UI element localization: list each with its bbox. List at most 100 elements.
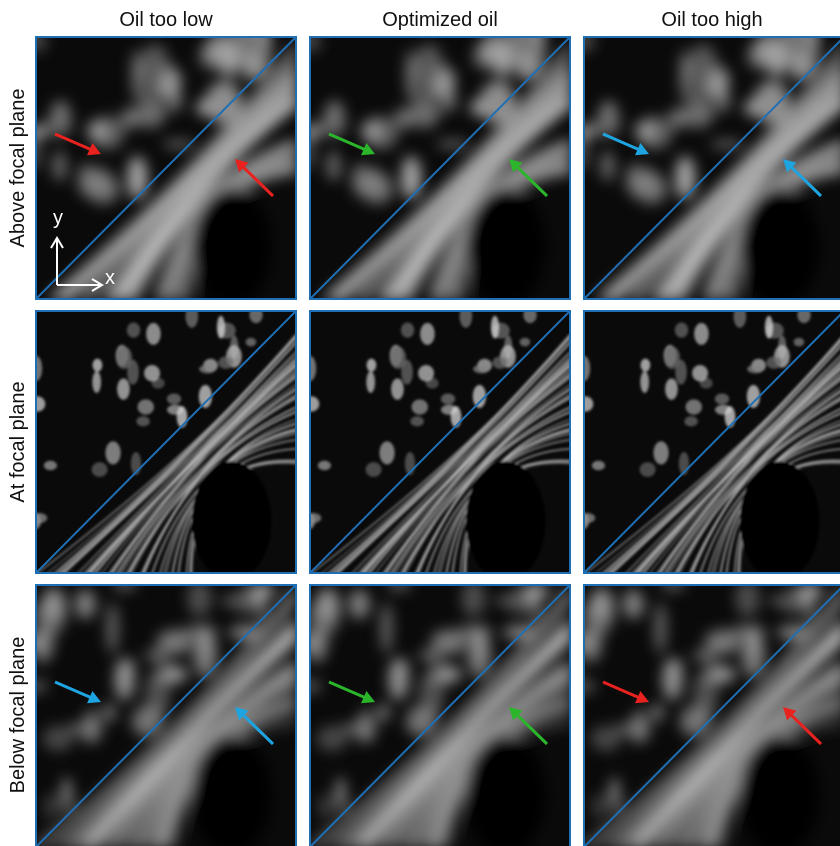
structure <box>318 461 331 471</box>
structure <box>303 396 319 411</box>
structure <box>653 441 668 464</box>
structure <box>46 794 56 820</box>
structure <box>684 416 697 426</box>
structure <box>410 416 423 426</box>
structure <box>246 338 257 347</box>
structure <box>596 106 620 138</box>
micrograph-panel <box>20 579 297 846</box>
structure <box>492 356 507 368</box>
structure <box>516 51 536 82</box>
structure <box>140 44 170 90</box>
structure <box>92 462 108 477</box>
structure <box>27 125 50 137</box>
structure <box>29 396 45 411</box>
structure <box>412 399 428 414</box>
structure <box>635 120 656 141</box>
structure <box>790 51 810 82</box>
axis-label: x <box>105 267 115 289</box>
structure <box>575 125 598 137</box>
structure <box>92 371 101 393</box>
structure <box>242 51 262 82</box>
structure <box>137 101 167 125</box>
structure <box>686 399 702 414</box>
structure <box>747 365 763 374</box>
structure <box>107 603 118 654</box>
structure <box>675 156 695 200</box>
structure <box>138 399 154 414</box>
structure <box>379 441 394 464</box>
structure <box>391 378 404 399</box>
structure <box>401 323 414 338</box>
structure <box>623 590 644 619</box>
structure <box>579 513 595 523</box>
structure <box>783 588 802 615</box>
structure <box>651 704 663 722</box>
structure <box>31 623 54 663</box>
structure <box>366 359 376 372</box>
structure <box>433 655 442 683</box>
dark-region <box>466 461 546 581</box>
structure <box>146 323 161 345</box>
structure <box>48 106 72 138</box>
micrograph-panel <box>571 17 840 307</box>
structure <box>680 706 711 737</box>
structure <box>177 406 188 427</box>
structure <box>81 168 113 195</box>
column-header: Oil too high <box>661 9 762 31</box>
structure <box>336 777 345 812</box>
structure <box>473 46 488 68</box>
structure <box>361 120 382 141</box>
structure <box>747 626 757 655</box>
micrograph-panel <box>23 17 297 307</box>
structure <box>577 396 593 411</box>
structure <box>315 588 339 621</box>
structure <box>132 50 141 100</box>
micrograph-panel <box>297 17 571 307</box>
structure <box>397 659 408 678</box>
structure <box>685 101 715 125</box>
structure <box>62 777 71 812</box>
structure <box>41 588 65 621</box>
structure <box>747 46 762 68</box>
structure <box>694 323 709 345</box>
structure <box>411 101 441 125</box>
structure <box>44 461 57 471</box>
structure <box>640 462 656 477</box>
structure <box>92 359 102 372</box>
structure <box>431 630 467 654</box>
structure <box>301 125 324 137</box>
structure <box>473 365 489 374</box>
structure <box>186 305 199 328</box>
structure <box>640 359 650 372</box>
structure <box>366 371 375 393</box>
structure <box>734 305 747 328</box>
micrograph-panel <box>568 579 840 846</box>
micrograph-panel <box>294 579 571 846</box>
structure <box>31 513 47 523</box>
structure <box>377 704 389 722</box>
structure <box>235 588 254 615</box>
structure <box>127 156 147 200</box>
structure <box>460 305 473 328</box>
structure <box>381 603 392 654</box>
structure <box>655 603 666 654</box>
structure <box>491 316 499 339</box>
micrograph-panel <box>29 305 297 581</box>
axis-label: y <box>53 207 63 229</box>
structure <box>349 590 370 619</box>
structure <box>218 356 233 368</box>
structure <box>366 462 382 477</box>
structure <box>640 371 649 393</box>
structure <box>797 307 810 323</box>
structure <box>105 441 120 464</box>
structure <box>520 338 531 347</box>
structure <box>707 655 716 683</box>
structure <box>725 406 736 427</box>
structure <box>87 120 108 141</box>
structure <box>159 655 168 683</box>
structure <box>322 106 346 138</box>
micrograph-panel <box>303 305 571 581</box>
structure <box>406 706 437 737</box>
structure <box>680 50 689 100</box>
structure <box>509 588 528 615</box>
